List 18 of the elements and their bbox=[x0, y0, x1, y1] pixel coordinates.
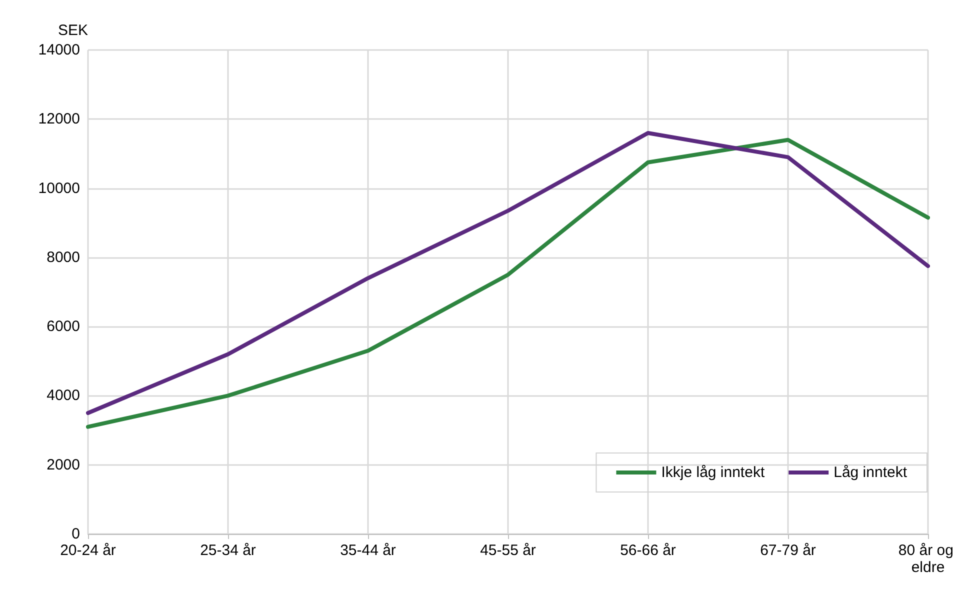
x-tick-label: 20-24 år bbox=[60, 542, 116, 559]
y-tick-label: 0 bbox=[72, 526, 80, 542]
y-tick-label: 12000 bbox=[38, 110, 80, 128]
y-tick-label: 14000 bbox=[38, 42, 80, 58]
x-tick-label: 56-66 år bbox=[620, 542, 676, 559]
legend-label: Ikkje låg inntekt bbox=[661, 464, 766, 481]
y-tick-label: 6000 bbox=[46, 318, 80, 336]
y-axis-title: SEK bbox=[58, 22, 88, 39]
y-tick-label: 4000 bbox=[46, 387, 80, 404]
y-tick-label: 2000 bbox=[46, 456, 80, 474]
x-tick-label: 80 år og eldre bbox=[898, 542, 958, 576]
x-tick-label: 67-79 år bbox=[760, 542, 816, 559]
x-tick-label: 25-34 år bbox=[200, 542, 256, 559]
legend-label: Låg inntekt bbox=[834, 464, 908, 481]
x-tick-label: 45-55 år bbox=[480, 542, 536, 559]
y-tick-label: 10000 bbox=[38, 180, 80, 197]
x-tick-label: 35-44 år bbox=[340, 542, 396, 559]
y-tick-label: 8000 bbox=[46, 248, 80, 266]
